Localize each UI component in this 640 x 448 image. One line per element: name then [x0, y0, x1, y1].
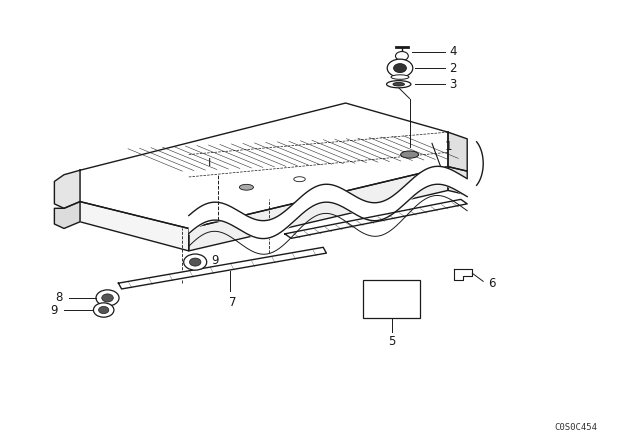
Circle shape — [396, 52, 408, 60]
Ellipse shape — [401, 151, 419, 158]
Circle shape — [102, 294, 113, 302]
Text: 7: 7 — [228, 296, 236, 309]
Text: 1: 1 — [445, 140, 452, 153]
Text: 5: 5 — [388, 335, 396, 348]
Ellipse shape — [391, 75, 409, 79]
Text: 6: 6 — [488, 276, 495, 290]
Ellipse shape — [294, 177, 305, 182]
Circle shape — [189, 258, 201, 266]
Circle shape — [99, 306, 109, 314]
Polygon shape — [118, 247, 326, 289]
Text: I: I — [208, 158, 212, 168]
Polygon shape — [54, 202, 80, 228]
Polygon shape — [448, 167, 467, 195]
Ellipse shape — [239, 185, 253, 190]
Bar — [363, 280, 420, 318]
Polygon shape — [80, 103, 448, 228]
Ellipse shape — [393, 82, 404, 86]
Polygon shape — [454, 269, 472, 280]
Circle shape — [96, 290, 119, 306]
Text: 9: 9 — [50, 303, 58, 317]
Text: C0S0C454: C0S0C454 — [554, 423, 598, 432]
Text: 8: 8 — [55, 291, 63, 305]
Text: 3: 3 — [449, 78, 457, 91]
Circle shape — [394, 64, 406, 73]
Circle shape — [387, 59, 413, 77]
Circle shape — [184, 254, 207, 270]
Polygon shape — [80, 202, 189, 251]
Polygon shape — [448, 132, 467, 171]
Polygon shape — [189, 167, 448, 251]
Polygon shape — [54, 170, 80, 208]
Polygon shape — [285, 199, 467, 238]
Text: 2: 2 — [449, 61, 457, 75]
Ellipse shape — [387, 81, 411, 88]
Circle shape — [93, 303, 114, 317]
Text: 9: 9 — [211, 254, 219, 267]
Text: 4: 4 — [449, 45, 457, 58]
